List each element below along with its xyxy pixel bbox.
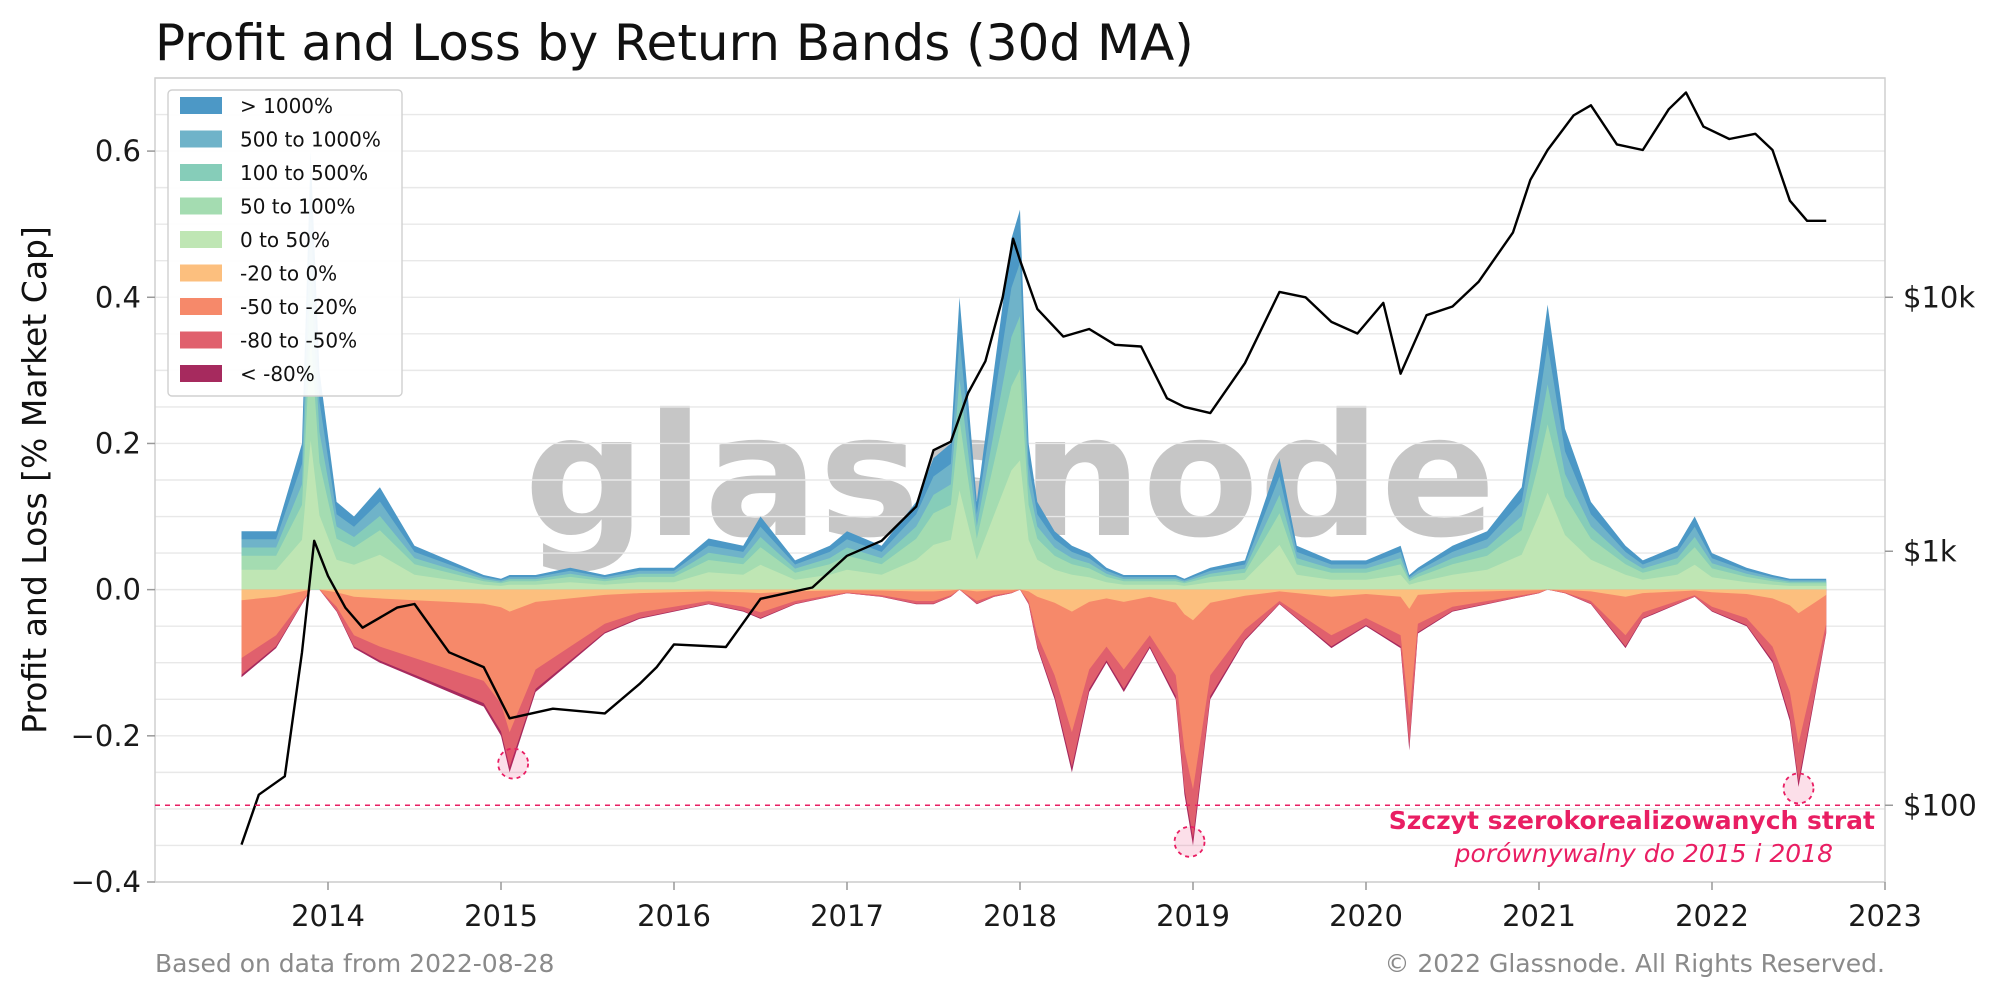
legend-item-label: 50 to 100% [240, 195, 355, 219]
y-tick-label: −0.2 [71, 719, 141, 753]
y2-tick-label: $1k [1903, 534, 1957, 568]
legend-swatch [180, 264, 222, 282]
legend: > 1000% 500 to 1000% 100 to 500% 50 to 100%… [167, 89, 403, 397]
legend-item-label: 0 to 50% [240, 228, 330, 252]
legend-swatch [180, 365, 222, 382]
annotations: Szczyt szerokorealizowanych strat porówny… [155, 747, 1885, 868]
legend-swatch [180, 331, 222, 349]
y-tick-label: −0.4 [71, 865, 141, 899]
x-tick-label: 2020 [1329, 899, 1403, 933]
area-profit-band [241, 440, 1827, 590]
axes: 0.6 0.4 0.2 0.0 −0.2 −0.4 2014 2015 2016 2017 2018… [71, 77, 1977, 933]
chart-title: Profit and Loss by Return Bands (30d MA) [155, 14, 1194, 72]
x-tick-label: 2018 [983, 899, 1057, 933]
x-tick-label: 2015 [464, 899, 538, 933]
annotation-line2: porównywalny do 2015 i 2018 [1454, 839, 1833, 868]
price-series-line [240, 91, 1827, 845]
legend-swatch [180, 197, 222, 215]
x-tick-label: 2022 [1675, 899, 1749, 933]
legend-box [167, 89, 403, 397]
legend-swatch [180, 298, 222, 315]
legend-item-label: -50 to -20% [240, 295, 357, 319]
x-tick-label: 2023 [1848, 899, 1922, 933]
y-tick-label: 0.0 [95, 573, 141, 607]
legend-item-label: -80 to -50% [240, 329, 357, 353]
y-axis-label: Profit and Loss [% Market Cap] [15, 226, 54, 734]
area-loss-band [241, 589, 1827, 621]
x-tick-label: 2016 [637, 899, 711, 933]
y-tick-label: 0.6 [95, 134, 141, 168]
annotation-line1: Szczyt szerokorealizowanych strat [1389, 806, 1875, 835]
x-tick-label: 2021 [1502, 899, 1576, 933]
legend-item-label: 500 to 1000% [240, 128, 381, 152]
y-tick-label: 0.2 [95, 426, 141, 460]
y2-tick-label: $10k [1903, 280, 1975, 314]
y2-tick-label: $100 [1903, 788, 1977, 822]
legend-swatch [180, 97, 222, 114]
legend-item-label: < -80% [240, 362, 315, 386]
legend-item-label: > 1000% [240, 94, 333, 118]
legend-swatch [180, 130, 222, 148]
loss-peak-marker [497, 747, 530, 780]
area-loss-band [241, 589, 1827, 790]
x-tick-label: 2017 [810, 899, 884, 933]
price-line [240, 91, 1827, 845]
footer-right: © 2022 Glassnode. All Rights Reserved. [1384, 949, 1885, 978]
area-profit-band [241, 335, 1827, 590]
loss-peak-marker [1782, 772, 1815, 805]
legend-swatch [180, 164, 222, 181]
loss-peak-marker [1173, 825, 1206, 858]
y-tick-label: 0.4 [95, 280, 141, 314]
x-tick-label: 2014 [291, 899, 365, 933]
legend-swatch [180, 231, 222, 248]
footer-left: Based on data from 2022-08-28 [155, 949, 554, 978]
area-layers [241, 151, 1827, 846]
legend-item-label: -20 to 0% [240, 262, 337, 286]
x-tick-label: 2019 [1156, 899, 1230, 933]
legend-item-label: 100 to 500% [240, 161, 368, 185]
